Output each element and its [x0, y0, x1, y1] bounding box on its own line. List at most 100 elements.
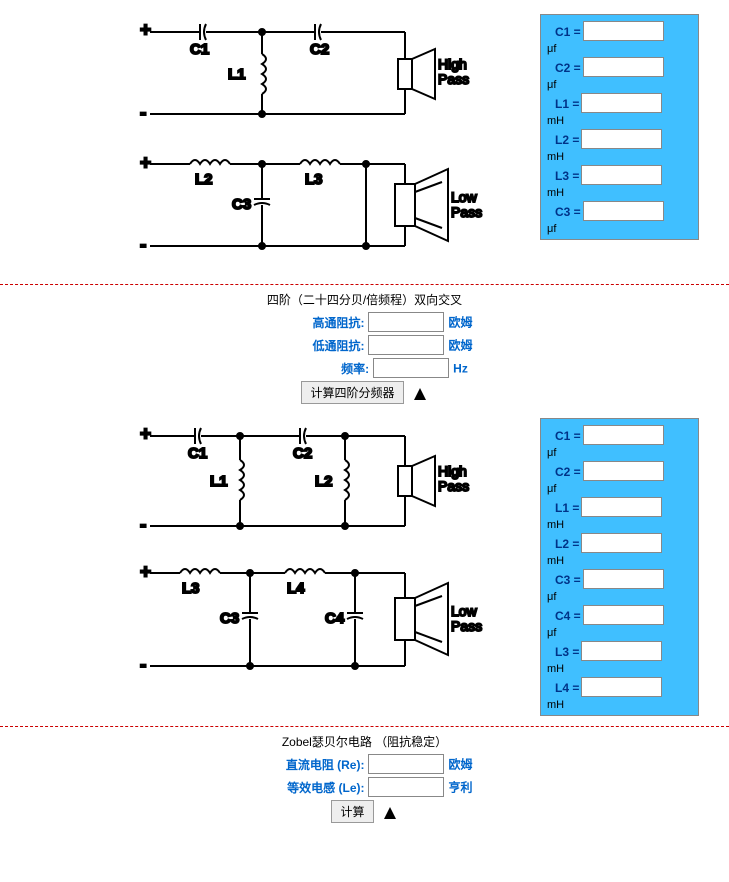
svg-text:Pass: Pass — [438, 478, 469, 494]
result-unit: mH — [547, 115, 692, 127]
form-unit: 欧姆 — [448, 339, 472, 353]
result-input[interactable] — [581, 533, 662, 553]
section-fourth-order: + C1 C2 L1 L2 — [0, 414, 729, 720]
circuit-diagram-3rd: + C1 C2 L1 High — [10, 14, 540, 274]
result-unit: μf — [547, 627, 692, 639]
result-input[interactable] — [583, 605, 664, 625]
svg-text:+: + — [140, 424, 151, 445]
result-unit: mH — [547, 151, 692, 163]
result-input[interactable] — [581, 165, 662, 185]
result-row: L1 = — [547, 93, 692, 113]
calculate-button[interactable]: 计算 — [331, 800, 373, 823]
divider-2 — [0, 726, 729, 727]
svg-text:-: - — [140, 235, 146, 256]
result-input[interactable] — [581, 641, 662, 661]
result-label: C1 = — [555, 429, 581, 443]
form-label: 高通阻抗: — [256, 314, 364, 331]
form-row: 直流电阻 (Re): 欧姆 — [0, 754, 729, 774]
form-label: 等效电感 (Le): — [256, 779, 364, 796]
svg-text:-: - — [140, 515, 146, 536]
svg-text:L4: L4 — [287, 580, 305, 597]
result-input[interactable] — [581, 129, 662, 149]
form-row: 等效电感 (Le): 亨利 — [0, 777, 729, 797]
svg-text:Pass: Pass — [451, 618, 482, 634]
results-panel-4th: C1 =μfC2 =μfL1 =mHL2 =mHC3 =μfC4 =μfL3 =… — [540, 418, 699, 716]
form-unit: 欧姆 — [448, 758, 472, 772]
result-row: C1 = — [547, 21, 692, 41]
form-label: 直流电阻 (Re): — [256, 756, 364, 773]
result-label: L1 = — [555, 501, 579, 515]
form-input[interactable] — [368, 335, 444, 355]
result-unit: mH — [547, 699, 692, 711]
result-unit: μf — [547, 447, 692, 459]
result-row: L3 = — [547, 165, 692, 185]
form-unit: 亨利 — [448, 781, 472, 795]
result-input[interactable] — [583, 201, 664, 221]
third-order-schematic: + C1 C2 L1 High — [10, 14, 485, 274]
result-label: C3 = — [555, 573, 581, 587]
result-label: L1 = — [555, 97, 579, 111]
result-row: C1 = — [547, 425, 692, 445]
arrow-up-icon — [382, 805, 398, 821]
result-row: C3 = — [547, 201, 692, 221]
result-unit: μf — [547, 223, 692, 235]
label-c2: C2 — [310, 41, 329, 58]
calculate-button[interactable]: 计算四阶分频器 — [301, 381, 403, 404]
label-l3: L3 — [305, 171, 323, 188]
result-unit: mH — [547, 555, 692, 567]
label-c3: C3 — [232, 196, 251, 213]
fourth-order-schematic: + C1 C2 L1 L2 — [10, 418, 485, 698]
form-label: 低通阻抗: — [256, 337, 364, 354]
result-unit: mH — [547, 663, 692, 675]
result-row: L2 = — [547, 129, 692, 149]
form-input[interactable] — [373, 358, 449, 378]
form-input[interactable] — [368, 754, 444, 774]
svg-text:C3: C3 — [220, 610, 239, 627]
arrow-up-icon — [412, 386, 428, 402]
result-row: C4 = — [547, 605, 692, 625]
result-input[interactable] — [583, 21, 664, 41]
result-input[interactable] — [583, 569, 664, 589]
svg-text:High: High — [438, 463, 467, 479]
result-input[interactable] — [581, 677, 662, 697]
label-highpass: High — [438, 56, 467, 72]
result-row: L4 = — [547, 677, 692, 697]
result-input[interactable] — [581, 93, 662, 113]
form-unit: 欧姆 — [448, 316, 472, 330]
form-unit: Hz — [453, 362, 468, 376]
form-input[interactable] — [368, 777, 444, 797]
form-input[interactable] — [368, 312, 444, 332]
result-input[interactable] — [583, 425, 664, 445]
svg-text:-: - — [140, 103, 146, 124]
svg-text:L3: L3 — [182, 580, 200, 597]
result-label: L2 = — [555, 133, 579, 147]
result-row: L2 = — [547, 533, 692, 553]
result-unit: μf — [547, 43, 692, 55]
panel-zobel: Zobel瑟贝尔电路 （阻抗稳定） 直流电阻 (Re):欧姆等效电感 (Le):… — [0, 733, 729, 823]
form-row: 高通阻抗: 欧姆 — [0, 312, 729, 332]
svg-text:L2: L2 — [315, 473, 333, 490]
svg-text:C1: C1 — [188, 445, 207, 462]
panel1-title: 四阶（二十四分贝/倍频程）双向交叉 — [0, 291, 729, 308]
result-input[interactable] — [583, 461, 664, 481]
svg-text:+: + — [140, 20, 151, 41]
result-unit: mH — [547, 519, 692, 531]
svg-text:+: + — [140, 562, 151, 583]
result-label: L2 = — [555, 537, 579, 551]
result-label: L4 = — [555, 681, 579, 695]
result-input[interactable] — [581, 497, 662, 517]
results-panel-3rd: C1 =μfC2 =μfL1 =mHL2 =mHL3 =mHC3 =μf — [540, 14, 699, 240]
result-label: L3 = — [555, 645, 579, 659]
svg-text:C4: C4 — [325, 610, 345, 627]
circuit-diagram-4th: + C1 C2 L1 L2 — [10, 418, 540, 698]
svg-text:-: - — [140, 655, 146, 676]
result-input[interactable] — [583, 57, 664, 77]
svg-text:Pass: Pass — [451, 204, 482, 220]
result-row: L1 = — [547, 497, 692, 517]
form-row: 低通阻抗: 欧姆 — [0, 335, 729, 355]
result-unit: μf — [547, 483, 692, 495]
divider-1 — [0, 284, 729, 285]
form-row: 频率:Hz — [0, 358, 729, 378]
result-row: C2 = — [547, 57, 692, 77]
result-label: C3 = — [555, 205, 581, 219]
